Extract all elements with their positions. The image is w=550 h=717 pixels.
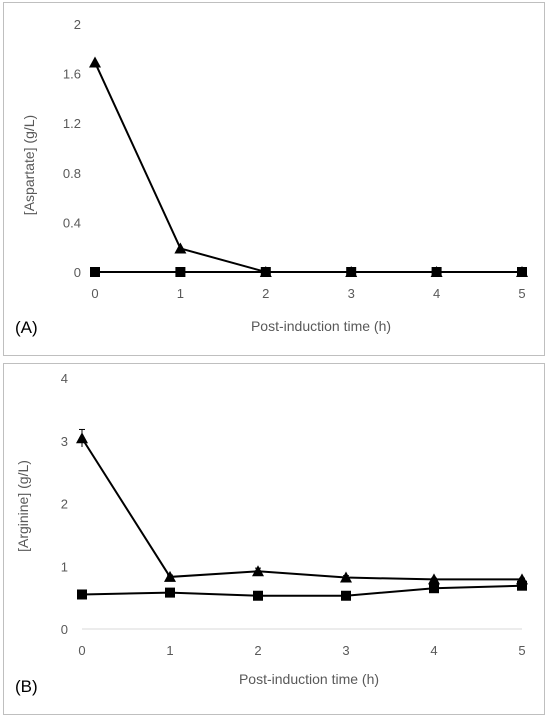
square-marker-a — [431, 267, 442, 277]
square-marker-a — [260, 267, 271, 277]
x-axis-title-b: Post-induction time (h) — [239, 671, 379, 687]
y-tick-label-a: 1.6 — [63, 67, 81, 82]
square-marker-a — [517, 267, 527, 277]
y-tick-label-b: 0 — [61, 622, 68, 637]
triangle-marker-b — [252, 565, 264, 577]
triangle-marker-b — [340, 571, 352, 583]
y-tick-label-a: 0 — [74, 265, 81, 280]
y-tick-label-b: 2 — [61, 497, 68, 512]
triangle-marker-a — [89, 56, 101, 68]
square-marker-b — [341, 590, 351, 601]
y-tick-label-a: 0.4 — [63, 215, 81, 230]
y-axis-title-b: [Arginine] (g/L) — [15, 460, 31, 552]
y-tick-label-b: 1 — [61, 559, 68, 574]
x-tick-label-b: 4 — [430, 643, 437, 658]
triangle-marker-b — [76, 432, 88, 444]
square-marker-a — [90, 267, 100, 277]
series-line-square-b — [81, 584, 523, 597]
y-axis-title-a: [Aspartate] (g/L) — [21, 115, 37, 215]
x-tick-label-b: 2 — [254, 643, 261, 658]
x-axis-title-a: Post-induction time (h) — [251, 318, 391, 334]
x-tick-label-a: 1 — [177, 286, 184, 301]
x-tick-label-b: 5 — [518, 643, 525, 658]
square-marker-a — [175, 267, 186, 277]
y-tick-label-a: 1.2 — [63, 116, 81, 131]
chart-panel-b: (B) Post-induction time (h) [Arginine] (… — [3, 363, 545, 715]
y-tick-label-a: 2 — [74, 17, 81, 32]
chart-panel-a: (A) Post-induction time (h) [Aspartate] … — [3, 2, 545, 356]
square-marker-a — [346, 267, 357, 277]
x-tick-label-b: 3 — [342, 643, 349, 658]
square-marker-b — [429, 583, 439, 594]
x-tick-label-b: 1 — [166, 643, 173, 658]
square-marker-b — [77, 589, 87, 600]
square-marker-b — [165, 587, 175, 598]
series-line-triangle-b — [81, 437, 522, 581]
x-tick-label-a: 4 — [433, 286, 440, 301]
triangle-marker-a — [174, 242, 187, 254]
chart-b-svg: (B) Post-induction time (h) [Arginine] (… — [15, 371, 528, 696]
square-marker-b — [517, 580, 527, 591]
chart-a-svg: (A) Post-induction time (h) [Aspartate] … — [15, 17, 528, 337]
x-tick-label-a: 3 — [348, 286, 355, 301]
x-tick-label-a: 2 — [262, 286, 269, 301]
panel-label-a: (A) — [15, 318, 38, 337]
square-marker-b — [253, 590, 263, 601]
triangle-marker-b — [428, 573, 440, 585]
y-tick-label-a: 0.8 — [63, 166, 81, 181]
y-tick-label-b: 4 — [61, 371, 68, 386]
x-tick-label-b: 0 — [78, 643, 85, 658]
y-tick-label-b: 3 — [61, 434, 68, 449]
series-line-triangle-a — [94, 62, 522, 273]
panel-label-b: (B) — [15, 677, 38, 696]
triangle-marker-b — [164, 570, 176, 582]
x-tick-label-a: 0 — [91, 286, 98, 301]
x-tick-label-a: 5 — [518, 286, 525, 301]
